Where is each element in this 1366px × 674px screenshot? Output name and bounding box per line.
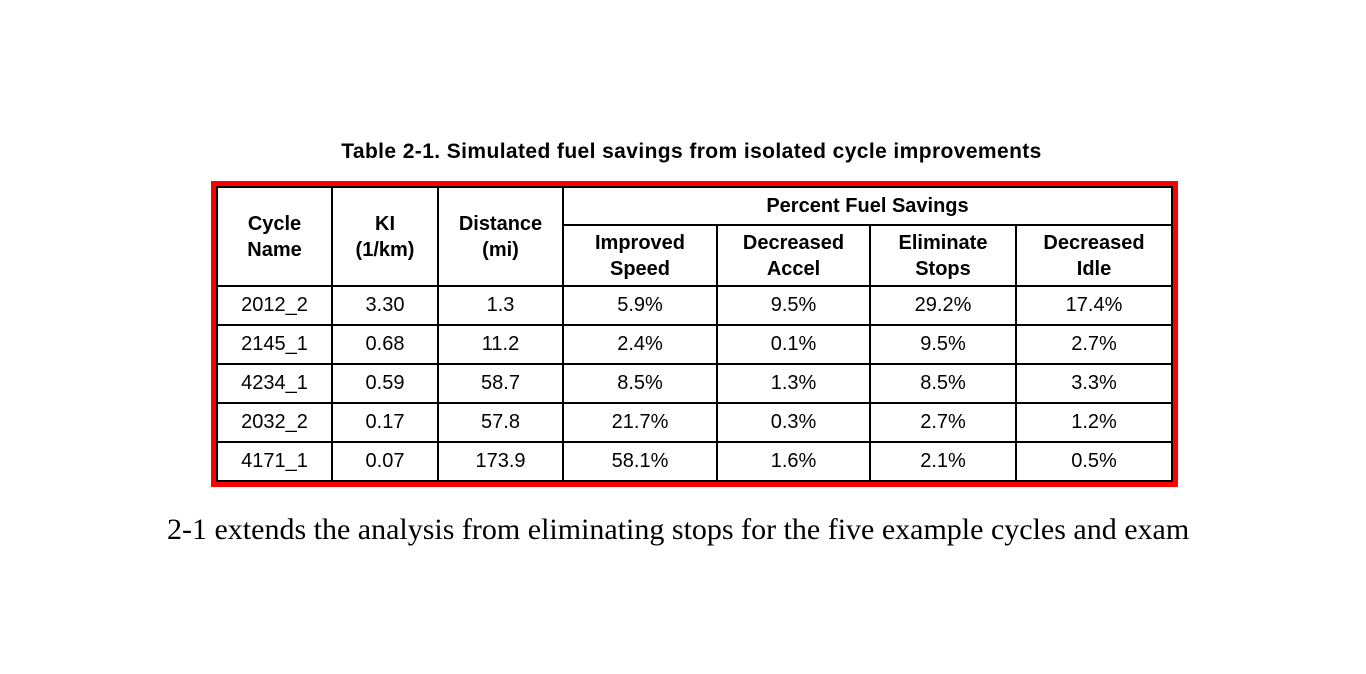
cell-improved-speed: 58.1%	[562, 441, 718, 482]
cell-improved-speed: 5.9%	[562, 285, 718, 326]
cell-ki: 3.30	[331, 285, 439, 326]
cell-decreased-accel: 9.5%	[716, 285, 871, 326]
col-group-header-percent-fuel-savings: Percent Fuel Savings	[562, 186, 1173, 226]
cell-improved-speed: 8.5%	[562, 363, 718, 404]
cell-distance: 57.8	[437, 402, 564, 443]
table-header-row-sub: Improved Speed Decreased Accel Eliminate…	[217, 224, 1173, 287]
cell-distance: 1.3	[437, 285, 564, 326]
col-header-decreased-idle: Decreased Idle	[1015, 224, 1173, 287]
cell-eliminate-stops: 29.2%	[869, 285, 1017, 326]
cell-decreased-accel: 0.3%	[716, 402, 871, 443]
table-row: 2012_2 3.30 1.3 5.9% 9.5% 29.2% 17.4%	[216, 285, 1173, 326]
cell-distance: 173.9	[437, 441, 564, 482]
cell-decreased-idle: 0.5%	[1015, 441, 1173, 482]
cell-decreased-accel: 1.6%	[716, 441, 871, 482]
cell-eliminate-stops: 8.5%	[869, 363, 1017, 404]
cell-cycle-name: 2012_2	[216, 285, 333, 326]
col-header-ki: KI (1/km)	[331, 186, 439, 287]
col-header-decreased-accel: Decreased Accel	[716, 224, 871, 287]
col-header-distance: Distance (mi)	[437, 186, 564, 287]
cell-improved-speed: 21.7%	[562, 402, 718, 443]
table-row: 2145_1 0.68 11.2 2.4% 0.1% 9.5% 2.7%	[216, 324, 1173, 365]
cell-distance: 11.2	[437, 324, 564, 365]
cell-cycle-name: 2032_2	[216, 402, 333, 443]
table-body: 2012_2 3.30 1.3 5.9% 9.5% 29.2% 17.4% 21…	[216, 285, 1173, 482]
cell-eliminate-stops: 2.1%	[869, 441, 1017, 482]
cell-cycle-name: 4171_1	[216, 441, 333, 482]
cell-decreased-idle: 1.2%	[1015, 402, 1173, 443]
table-caption: Table 2-1. Simulated fuel savings from i…	[341, 140, 1042, 163]
table-row: 2032_2 0.17 57.8 21.7% 0.3% 2.7% 1.2%	[216, 402, 1173, 443]
cell-decreased-accel: 0.1%	[716, 324, 871, 365]
cell-distance: 58.7	[437, 363, 564, 404]
cell-ki: 0.07	[331, 441, 439, 482]
cell-cycle-name: 2145_1	[216, 324, 333, 365]
table-header: Cycle Name KI (1/km) Distance (mi) Perce…	[216, 186, 1173, 287]
cell-ki: 0.17	[331, 402, 439, 443]
cell-ki: 0.59	[331, 363, 439, 404]
cell-decreased-idle: 17.4%	[1015, 285, 1173, 326]
cell-decreased-idle: 2.7%	[1015, 324, 1173, 365]
cell-cycle-name: 4234_1	[216, 363, 333, 404]
fuel-savings-table: Cycle Name KI (1/km) Distance (mi) Perce…	[216, 186, 1173, 482]
col-header-cycle-name: Cycle Name	[216, 186, 333, 287]
col-header-eliminate-stops: Eliminate Stops	[869, 224, 1017, 287]
cell-eliminate-stops: 9.5%	[869, 324, 1017, 365]
cell-ki: 0.68	[331, 324, 439, 365]
table-red-frame: Cycle Name KI (1/km) Distance (mi) Perce…	[211, 181, 1178, 487]
body-text-line: 2-1 extends the analysis from eliminatin…	[167, 513, 1190, 546]
table-row: 4171_1 0.07 173.9 58.1% 1.6% 2.1% 0.5%	[216, 441, 1173, 482]
cell-decreased-idle: 3.3%	[1015, 363, 1173, 404]
cell-eliminate-stops: 2.7%	[869, 402, 1017, 443]
table-header-row-group: Cycle Name KI (1/km) Distance (mi) Perce…	[216, 186, 1173, 287]
col-header-improved-speed: Improved Speed	[562, 224, 718, 287]
cell-decreased-accel: 1.3%	[716, 363, 871, 404]
cell-improved-speed: 2.4%	[562, 324, 718, 365]
table-row: 4234_1 0.59 58.7 8.5% 1.3% 8.5% 3.3%	[216, 363, 1173, 404]
